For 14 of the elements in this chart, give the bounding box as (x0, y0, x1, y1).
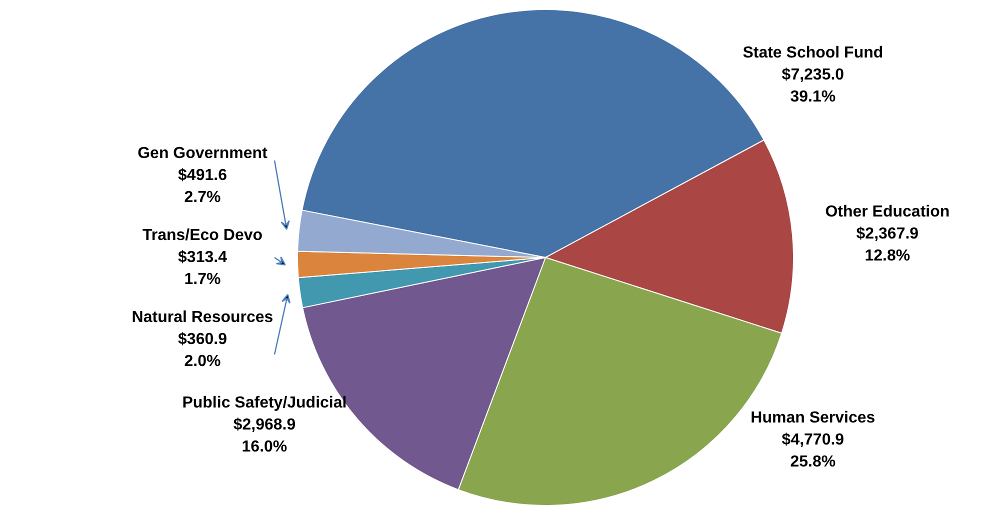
slice-label: Public Safety/Judicial (182, 394, 347, 412)
slice-label: Gen Government (138, 145, 268, 162)
data-label: $491.6 2.7% (178, 167, 228, 206)
slice-label: Trans/Eco Devo (142, 227, 263, 244)
data-label: $2,367.9 12.8% (856, 225, 919, 264)
data-label: $4,770.9 25.8% (782, 431, 844, 470)
slice-label: State School Fund (742, 44, 884, 62)
slice-label: Other Education (825, 203, 950, 220)
slice-label: Human Services (750, 409, 876, 426)
data-label: $7,235.0 39.1% (782, 66, 844, 106)
data-label: $313.4 1.7% (178, 249, 228, 288)
slice-label: Natural Resources (132, 309, 274, 326)
data-label: $2,968.9 16.0% (233, 416, 296, 456)
data-label: $360.9 2.0% (178, 331, 228, 370)
